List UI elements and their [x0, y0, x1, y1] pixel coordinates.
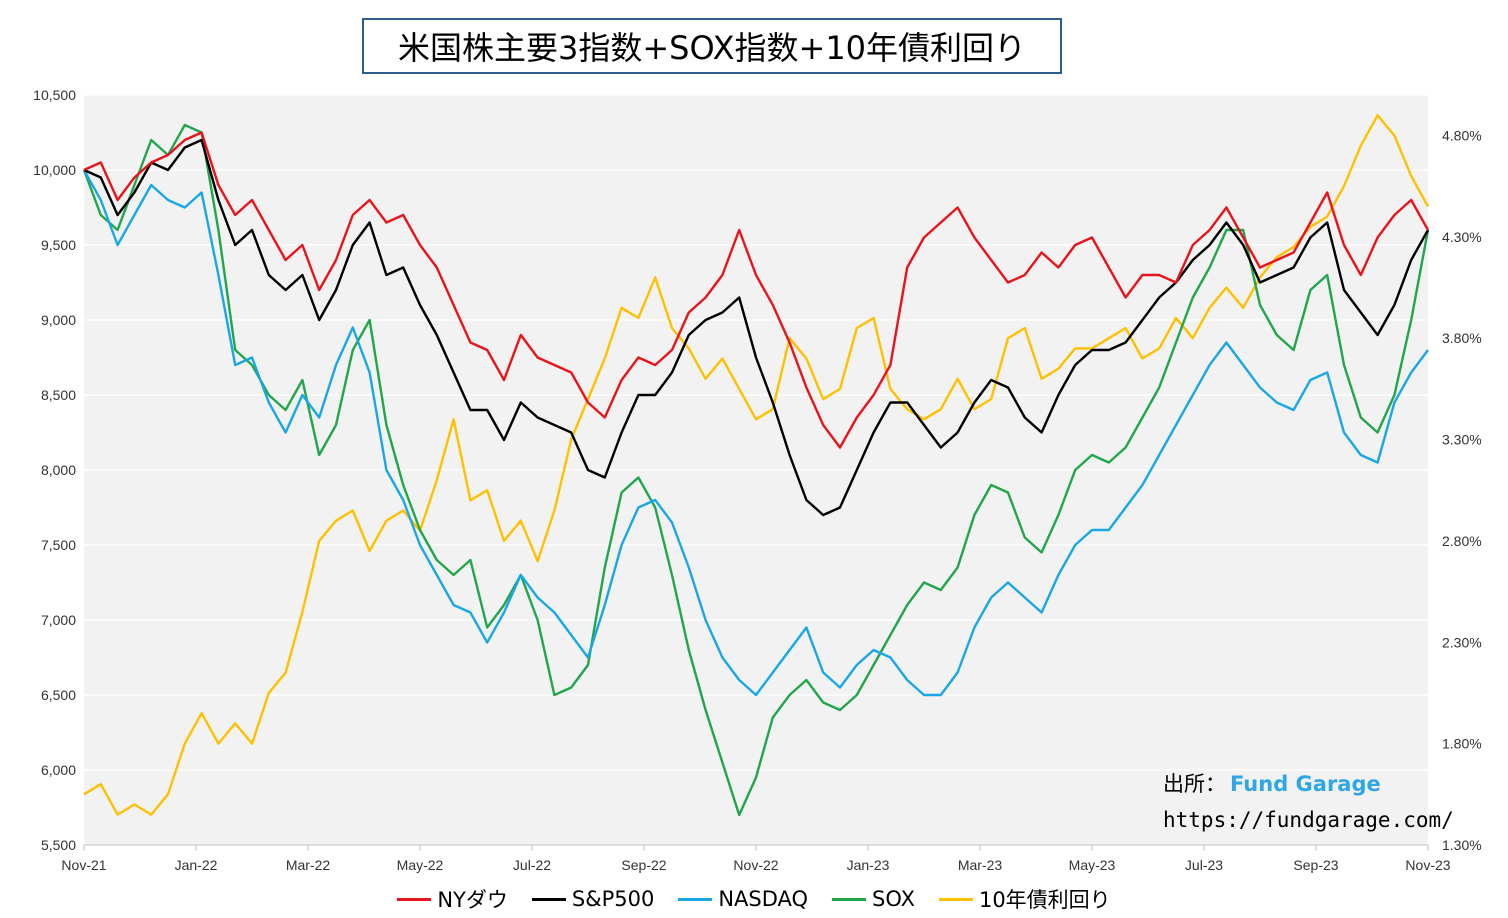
source-url: https://fundgarage.com/ [1163, 808, 1454, 832]
x-tick-label: Nov-21 [61, 857, 106, 873]
legend: NYダウ S&P500 NASDAQ SOX 10年債利回り [0, 884, 1508, 914]
legend-label: SOX [872, 887, 915, 911]
y-right-tick-label: 3.80% [1442, 330, 1482, 346]
y-left-tick-label: 10,500 [33, 87, 76, 103]
x-tick-label: May-23 [1069, 857, 1116, 873]
x-tick-label: Mar-22 [286, 857, 331, 873]
chart-title: 米国株主要3指数+SOX指数+10年債利回り [362, 18, 1062, 74]
y-right-tick-label: 1.30% [1442, 837, 1482, 853]
y-left-tick-label: 6,500 [41, 687, 76, 703]
y-left-tick-label: 9,000 [41, 312, 76, 328]
x-tick-label: Mar-23 [958, 857, 1003, 873]
legend-item: S&P500 [531, 887, 655, 911]
series-layer [82, 114, 1430, 817]
legend-swatch [531, 897, 566, 901]
y-left-tick-label: 7,000 [41, 612, 76, 628]
legend-swatch [397, 897, 432, 901]
source-brand: Fund Garage [1230, 772, 1381, 796]
y-left-tick-label: 8,000 [41, 462, 76, 478]
y-right-tick-label: 3.30% [1442, 432, 1482, 448]
series-line-4 [82, 123, 1430, 817]
left-axis: 10,500 10,000 9,500 9,000 8,500 8,000 7,500 7,0… [33, 87, 76, 853]
legend-item: SOX [832, 887, 915, 911]
legend-label: 10年債利回り [978, 888, 1111, 912]
legend-item: 10年債利回り [938, 884, 1111, 914]
x-tick-label: Jan-22 [175, 857, 218, 873]
y-right-tick-label: 4.80% [1442, 128, 1482, 144]
x-tick-label: Sep-22 [621, 857, 666, 873]
y-left-tick-label: 7,500 [41, 537, 76, 553]
x-tick-label: Nov-22 [733, 857, 778, 873]
source-label: 出所： [1163, 772, 1226, 796]
right-axis: 4.80% 4.30% 3.80% 3.30% 2.80% 2.30% 1.80% 1.30% [1442, 128, 1482, 853]
y-right-tick-label: 1.80% [1442, 736, 1482, 752]
x-tick-label: Jul-22 [513, 857, 551, 873]
x-axis: Nov-21 Jan-22 Mar-22 May-22 Jul-22 Sep-22 Nov-… [61, 844, 1451, 873]
legend-item: NASDAQ [678, 887, 808, 911]
y-left-tick-label: 5,500 [41, 837, 76, 853]
y-left-tick-label: 10,000 [33, 162, 76, 178]
legend-label: NYダウ [437, 888, 508, 912]
y-left-tick-label: 9,500 [41, 237, 76, 253]
legend-swatch [938, 897, 973, 901]
y-right-tick-label: 2.80% [1442, 533, 1482, 549]
legend-label: NASDAQ [718, 887, 809, 911]
legend-label: S&P500 [571, 887, 655, 911]
x-tick-label: May-22 [397, 857, 444, 873]
source-credit: 出所： Fund Garage [1163, 768, 1381, 798]
series-line-2 [83, 138, 1430, 517]
legend-item: NYダウ [397, 884, 508, 914]
x-tick-label: Jul-23 [1185, 857, 1223, 873]
x-tick-label: Sep-23 [1293, 857, 1338, 873]
y-left-tick-label: 6,000 [41, 762, 76, 778]
x-tick-label: Nov-23 [1405, 857, 1450, 873]
y-right-tick-label: 2.30% [1442, 634, 1482, 650]
legend-swatch [832, 897, 867, 901]
y-left-tick-label: 8,500 [41, 387, 76, 403]
x-tick-label: Jan-23 [847, 857, 890, 873]
series-line-3 [82, 169, 1429, 697]
legend-swatch [678, 897, 713, 901]
series-line-1 [83, 131, 1430, 449]
series-line-5 [83, 114, 1430, 816]
y-right-tick-label: 4.30% [1442, 229, 1482, 245]
